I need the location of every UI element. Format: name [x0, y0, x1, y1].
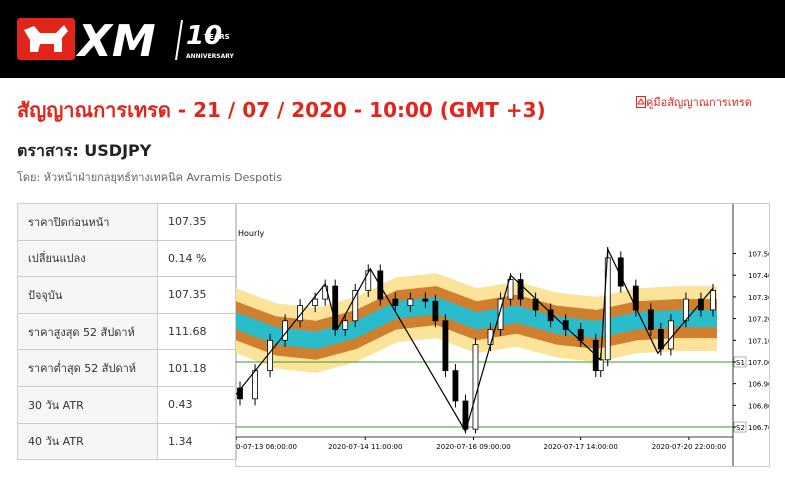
- candle-body: [462, 400, 469, 430]
- candle-body: [297, 305, 304, 322]
- candle-body: [517, 279, 524, 300]
- candle-body: [472, 344, 479, 430]
- candle-body: [407, 298, 414, 306]
- x-tick-label: 2020-07-20 22:00:00: [652, 443, 726, 451]
- indicator-band: [236, 296, 717, 349]
- x-tick-label: 2020-07-14 11:00:00: [328, 443, 402, 451]
- badge-years: YEARS: [203, 33, 230, 41]
- table-row: 30 วัน ATR 0.43: [17, 385, 237, 424]
- candle-body: [632, 285, 639, 311]
- level-label: S1: [736, 359, 745, 367]
- row-label: 40 วัน ATR: [17, 422, 158, 461]
- table-row: เปลี่ยนแปลง 0.14 %: [17, 239, 237, 278]
- y-tick-label: 106.80: [748, 402, 769, 410]
- y-tick-label: 107.10: [748, 337, 769, 345]
- candle-body: [497, 298, 504, 330]
- y-tick-label: 107.00: [748, 359, 769, 367]
- separator: [175, 19, 183, 61]
- row-value: 111.68: [157, 312, 237, 351]
- row-label: ราคาต่ำสุด 52 สัปดาห์: [17, 349, 158, 387]
- guide-link[interactable]: คู่มือสัญญาณการเทรด: [636, 93, 752, 111]
- y-tick-label: 107.40: [748, 272, 769, 280]
- candle-body: [332, 285, 339, 330]
- table-row: 40 วัน ATR 1.34: [17, 422, 237, 461]
- badge-number: 10: [186, 21, 222, 51]
- level-label: S2: [736, 424, 745, 432]
- page-title: สัญญาณการเทรด - 21 / 07 / 2020 - 10:00 (…: [17, 98, 546, 122]
- table-body: ราคาปิดก่อนหน้า 107.35 เปลี่ยนแปลง 0.14 % ปั…: [17, 203, 237, 461]
- author: โดย: หัวหน้าฝ่ายกลยุทธ์ทางเทคนิค Avramis…: [17, 171, 282, 184]
- row-value: 1.34: [157, 422, 237, 461]
- candle-body: [647, 309, 654, 330]
- candle-body: [267, 339, 273, 372]
- pdf-icon: [636, 96, 646, 108]
- x-tick-label: 2020-07-16 09:00:00: [436, 443, 510, 451]
- guide-link-text[interactable]: คู่มือสัญญาณการเทรด: [646, 96, 752, 109]
- candle-body: [365, 270, 372, 291]
- header: XM 10 YEARS ANNIVERSARY: [0, 0, 785, 78]
- x-tick-label: 0-07-13 06:00:00: [236, 443, 297, 451]
- timeframe-label: Hourly: [238, 229, 264, 238]
- candle-body: [312, 298, 319, 306]
- row-label: 30 วัน ATR: [17, 385, 158, 424]
- row-value: 0.14 %: [157, 239, 237, 278]
- chart: Hourly S1 S2 107.50 107.40 107.30 107.20 107.1…: [236, 204, 769, 466]
- y-tick-label: 107.50: [748, 251, 769, 259]
- x-tick-label: 2020-07-17 14:00:00: [544, 443, 618, 451]
- row-label: เปลี่ยนแปลง: [17, 239, 158, 278]
- row-value: 107.35: [157, 203, 237, 241]
- instrument: ตราสาร: USDJPY: [17, 141, 152, 160]
- row-value: 0.43: [157, 385, 237, 424]
- logo: XM 10 YEARS ANNIVERSARY: [17, 16, 235, 67]
- candle-body: [597, 359, 604, 372]
- row-label: ปัจจุบัน: [17, 276, 158, 314]
- badge-caption: ANNIVERSARY: [186, 53, 235, 60]
- y-tick-label: 106.90: [748, 381, 769, 389]
- row-label: ราคาปิดก่อนหน้า: [17, 203, 158, 241]
- table-row: ราคาปิดก่อนหน้า 107.35: [17, 203, 237, 241]
- candle-body: [392, 298, 399, 306]
- row-value: 107.35: [157, 276, 237, 314]
- y-tick-label: 107.20: [748, 316, 769, 324]
- candle-body: [432, 300, 439, 322]
- zigzag-line: [236, 246, 714, 433]
- bull-shape: [24, 25, 68, 52]
- row-value: 101.18: [157, 349, 237, 387]
- stats-table: ราคาปิดก่อนหน้า 107.35 เปลี่ยนแปลง 0.14 % ปั…: [17, 203, 237, 461]
- candle-body: [507, 279, 514, 300]
- logo-text: XM: [75, 16, 156, 67]
- y-tick-label: 107.30: [748, 294, 769, 302]
- candle-body: [442, 320, 449, 372]
- table-row: ปัจจุบัน 107.35: [17, 276, 237, 314]
- y-tick-label: 106.70: [748, 424, 769, 432]
- table-row: ราคาต่ำสุด 52 สัปดาห์ 101.18: [17, 349, 237, 387]
- candle-body: [710, 290, 716, 311]
- candle-body: [342, 320, 349, 330]
- candle-body: [252, 370, 258, 400]
- table-row: ราคาสูงสุด 52 สัปดาห์ 111.68: [17, 312, 237, 351]
- candle-body: [667, 320, 674, 350]
- row-label: ราคาสูงสุด 52 สัปดาห์: [17, 312, 158, 351]
- candle-body: [657, 329, 664, 350]
- candle-body: [352, 290, 359, 322]
- candle-body: [422, 298, 429, 302]
- candle-body: [452, 370, 459, 402]
- chart-frame: [235, 203, 770, 467]
